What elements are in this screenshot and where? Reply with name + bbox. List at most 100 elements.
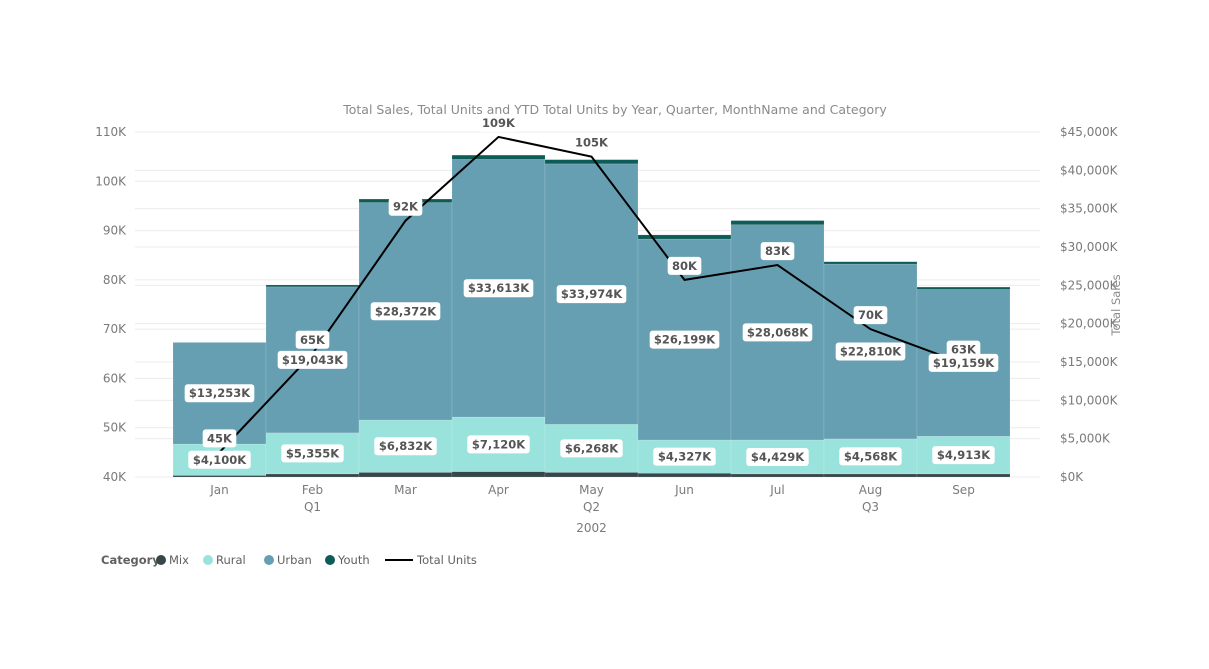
label-total-units-text: 63K — [951, 343, 977, 357]
quarter-label: Q2 — [583, 500, 600, 514]
bar-mix-aug — [823, 473, 918, 478]
bar-youth-aug — [823, 261, 918, 265]
bar-mix-mar — [358, 472, 453, 478]
label-urban-bg — [928, 353, 999, 372]
legend-item-youth[interactable]: Youth — [325, 553, 370, 567]
legend-label: Mix — [169, 553, 189, 567]
label-urban: $26,199K — [649, 330, 720, 349]
left-tick-label: 90K — [103, 224, 127, 238]
label-rural-text: $4,568K — [844, 449, 898, 463]
label-rural-text: $4,429K — [751, 450, 805, 464]
label-total-units-bg — [202, 429, 237, 448]
label-urban-text: $19,159K — [933, 356, 995, 370]
right-tick-label: $5,000K — [1060, 432, 1111, 446]
label-rural-text: $6,268K — [565, 441, 619, 455]
legend-marker — [325, 555, 335, 565]
label-rural: $7,120K — [467, 435, 530, 454]
label-rural-bg — [932, 446, 995, 465]
bar-mix-jul — [730, 473, 825, 478]
legend-item-total-units[interactable]: Total Units — [385, 553, 477, 567]
quarter-label: Q1 — [304, 500, 321, 514]
label-urban: $33,974K — [556, 285, 627, 304]
label-rural: $4,568K — [839, 447, 902, 466]
legend-item-mix[interactable]: Mix — [156, 553, 189, 567]
legend-item-urban[interactable]: Urban — [264, 553, 312, 567]
label-urban-text: $33,613K — [468, 281, 530, 295]
label-rural-bg — [746, 447, 809, 466]
label-total-units-bg — [478, 113, 519, 132]
bar-mix-may — [544, 472, 639, 478]
label-rural: $4,100K — [188, 450, 251, 469]
label-urban-text: $28,068K — [747, 325, 809, 339]
right-tick-label: $35,000K — [1060, 202, 1119, 216]
label-total-units-bg — [946, 340, 981, 359]
label-urban: $19,043K — [277, 350, 348, 369]
legend-marker — [264, 555, 274, 565]
x-tick-label: Aug — [859, 483, 882, 497]
legend-label: Urban — [277, 553, 312, 567]
legend-item-rural[interactable]: Rural — [203, 553, 246, 567]
label-total-units-bg — [295, 330, 330, 349]
label-urban-bg — [184, 384, 255, 403]
left-tick-label: 80K — [103, 273, 127, 287]
legend-label: Total Units — [416, 553, 477, 567]
label-rural: $4,913K — [932, 446, 995, 465]
label-rural-text: $4,913K — [937, 448, 991, 462]
label-total-units: 92K — [388, 197, 423, 216]
quarter-label: Q3 — [862, 500, 879, 514]
right-tick-label: $10,000K — [1060, 393, 1119, 407]
label-urban: $33,613K — [463, 279, 534, 298]
label-urban-text: $13,253K — [189, 386, 251, 400]
left-tick-label: 40K — [103, 470, 127, 484]
label-rural-bg — [188, 450, 251, 469]
label-urban: $28,372K — [370, 302, 441, 321]
bar-mix-sep — [916, 473, 1011, 478]
label-total-units-text: 92K — [393, 200, 419, 214]
label-rural-bg — [374, 437, 437, 456]
right-tick-label: $25,000K — [1060, 278, 1119, 292]
label-total-units-text: 83K — [765, 244, 791, 258]
label-total-units: 105K — [571, 133, 612, 152]
label-urban-text: $19,043K — [282, 353, 344, 367]
bar-youth-apr — [451, 154, 546, 160]
label-total-units: 65K — [295, 330, 330, 349]
label-total-units-text: 105K — [575, 136, 609, 150]
label-total-units: 45K — [202, 429, 237, 448]
label-rural-bg — [839, 447, 902, 466]
label-total-units-text: 65K — [300, 333, 326, 347]
right-axis: $0K $5,000K $10,000K $15,000K $20,000K $25,00… — [1060, 125, 1119, 484]
right-tick-label: $40,000K — [1060, 163, 1119, 177]
legend-marker — [203, 555, 213, 565]
right-tick-label: $45,000K — [1060, 125, 1119, 139]
label-total-units: 109K — [478, 113, 519, 132]
label-total-units: 70K — [853, 306, 888, 325]
label-rural: $6,268K — [560, 439, 623, 458]
x-tick-label: May — [579, 483, 604, 497]
label-total-units-bg — [853, 306, 888, 325]
label-total-units-bg — [667, 256, 702, 275]
label-rural-text: $6,832K — [379, 439, 433, 453]
label-rural-text: $7,120K — [472, 437, 526, 451]
label-urban: $13,253K — [184, 384, 255, 403]
label-urban-text: $28,372K — [375, 304, 437, 318]
label-total-units: 63K — [946, 340, 981, 359]
legend-marker — [156, 555, 166, 565]
label-total-units-bg — [388, 197, 423, 216]
label-rural-bg — [653, 447, 716, 466]
label-urban-bg — [277, 350, 348, 369]
bar-mix-feb — [265, 473, 360, 478]
bar-youth-sep — [916, 286, 1011, 290]
left-tick-label: 50K — [103, 421, 127, 435]
right-tick-label: $20,000K — [1060, 317, 1119, 331]
label-urban-text: $33,974K — [561, 287, 623, 301]
label-total-units-text: 80K — [672, 259, 698, 273]
label-rural: $4,327K — [653, 447, 716, 466]
right-axis-title: Total Sales — [1109, 274, 1123, 336]
label-total-units-bg — [760, 242, 795, 261]
label-total-units: 83K — [760, 242, 795, 261]
left-tick-label: 70K — [103, 322, 127, 336]
bar-youth-may — [544, 159, 639, 165]
label-rural: $5,355K — [281, 444, 344, 463]
x-tick-label: Apr — [488, 483, 509, 497]
